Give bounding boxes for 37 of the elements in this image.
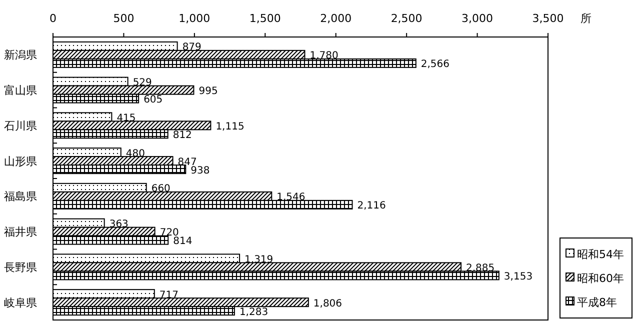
data-label: 814 bbox=[173, 236, 192, 248]
data-label: 1,780 bbox=[310, 50, 338, 62]
x-tick-label: 1,500 bbox=[249, 12, 281, 25]
data-label: 1,806 bbox=[313, 298, 342, 310]
x-tick-label: 500 bbox=[113, 12, 134, 25]
data-label: 1,546 bbox=[276, 192, 306, 204]
y-tick-label: 長野県 bbox=[4, 260, 37, 274]
data-label: 2,116 bbox=[357, 200, 386, 212]
data-label: 879 bbox=[182, 42, 202, 54]
y-tick-label: 福井県 bbox=[4, 226, 37, 239]
data-label: 1,283 bbox=[239, 306, 268, 318]
legend-label: 平成8年 bbox=[577, 296, 617, 309]
legend-label: 昭和54年 bbox=[577, 248, 624, 261]
data-label: 660 bbox=[151, 184, 170, 195]
x-tick-label: 3,500 bbox=[532, 12, 564, 25]
x-tick-label: 0 bbox=[50, 12, 56, 25]
y-tick-label: 岐阜県 bbox=[4, 296, 37, 310]
x-tick-label: 2,000 bbox=[320, 12, 352, 25]
legend-label: 昭和60年 bbox=[577, 272, 624, 285]
y-tick-label: 山形県 bbox=[4, 154, 37, 168]
x-axis-title: 所 bbox=[580, 12, 592, 25]
x-tick-label: 1,000 bbox=[178, 12, 210, 25]
data-label: 3,153 bbox=[504, 271, 533, 282]
data-label: 1,115 bbox=[216, 121, 244, 132]
data-label: 363 bbox=[109, 219, 128, 230]
y-tick-label: 福島県 bbox=[4, 190, 37, 204]
data-label: 938 bbox=[190, 165, 210, 176]
data-label: 2,566 bbox=[420, 59, 450, 70]
data-label: 605 bbox=[144, 94, 163, 106]
x-tick-label: 3,000 bbox=[462, 12, 494, 25]
data-label: 529 bbox=[132, 78, 152, 89]
x-tick-label: 2,500 bbox=[390, 12, 422, 25]
y-tick-label: 富山県 bbox=[4, 84, 37, 98]
y-tick-label: 新潟県 bbox=[4, 48, 37, 62]
y-tick-label: 石川県 bbox=[4, 119, 37, 132]
data-label: 995 bbox=[198, 86, 218, 98]
data-label: 812 bbox=[172, 130, 192, 141]
